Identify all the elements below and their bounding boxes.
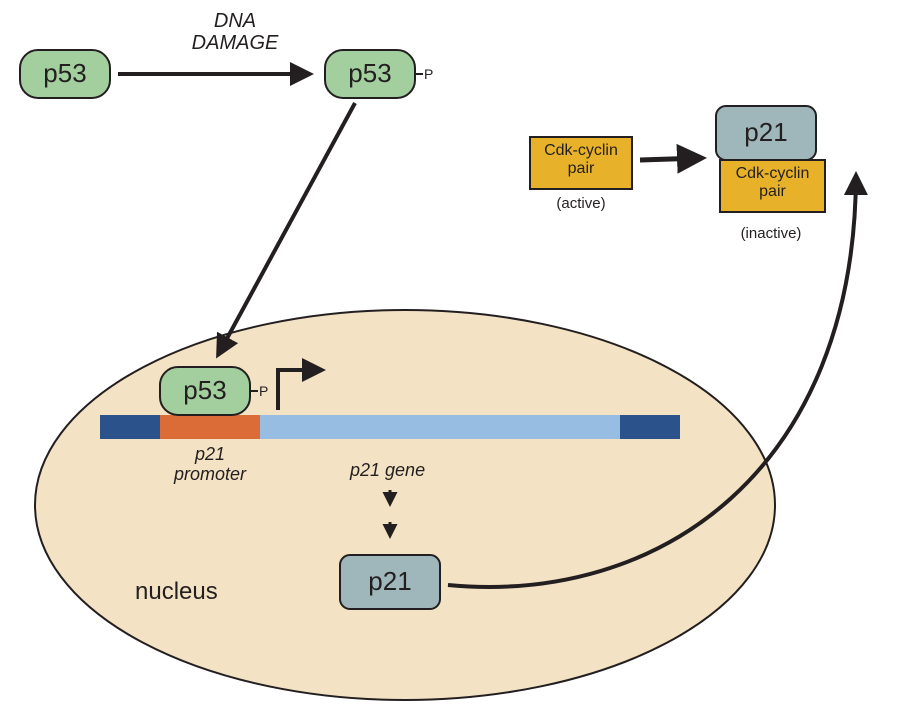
p53-label-right: p53 — [325, 58, 415, 89]
p53-label-nucleus: p53 — [160, 375, 250, 406]
phospho-label-nuc: P — [259, 383, 268, 399]
p53-label-left: p53 — [20, 58, 110, 89]
dna-upstream — [100, 415, 160, 439]
dna-promoter — [160, 415, 260, 439]
p21-label-top: p21 — [716, 117, 816, 148]
dna-gene — [260, 415, 620, 439]
p21-promoter-label: p21 promoter — [150, 445, 270, 485]
cdk-active-label: Cdk-cyclin pair — [530, 142, 632, 179]
nucleus-ellipse — [35, 310, 775, 700]
dna-downstream — [620, 415, 680, 439]
phospho-label-top: P — [424, 66, 433, 82]
dna-damage-label: DNA DAMAGE — [155, 10, 315, 54]
p21-gene-label: p21 gene — [350, 460, 425, 481]
cdk-inactive-label: Cdk-cyclin pair — [720, 165, 825, 202]
nucleus-label: nucleus — [135, 578, 218, 606]
cdk-active-sub: (active) — [530, 195, 632, 212]
arrow-cdk-to-inactive — [640, 158, 702, 160]
p21-label-nucleus: p21 — [340, 566, 440, 597]
cdk-inactive-sub: (inactive) — [716, 225, 826, 242]
